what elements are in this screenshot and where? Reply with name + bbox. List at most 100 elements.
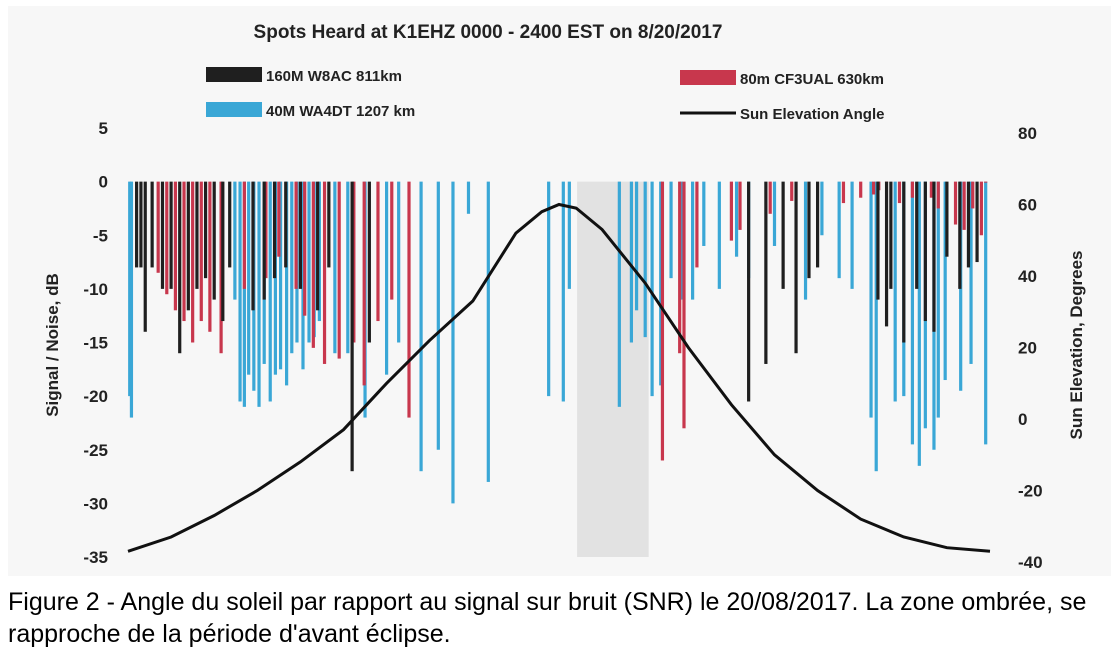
legend-label-80m: 80m CF3UAL 630km bbox=[740, 71, 884, 88]
bar-80m-9 bbox=[264, 181, 268, 279]
bar-80m-19 bbox=[390, 181, 394, 300]
bar-80m-0 bbox=[156, 181, 160, 273]
bar-80m-31 bbox=[872, 181, 876, 195]
bar-40m-9 bbox=[268, 181, 272, 402]
bar-160m-11 bbox=[221, 181, 225, 322]
bar-40m-31 bbox=[567, 181, 571, 289]
bar-40m-36 bbox=[650, 181, 654, 397]
bar-160m-4 bbox=[160, 181, 165, 289]
bar-40m-46 bbox=[803, 181, 808, 300]
bar-80m-35 bbox=[910, 181, 915, 198]
bar-80m-6 bbox=[208, 181, 212, 332]
bar-40m-48 bbox=[837, 181, 841, 279]
legend-swatch-80m bbox=[680, 70, 736, 85]
y-axis-right-label: Sun Elevation, Degrees bbox=[1067, 251, 1086, 440]
y-tick-right-2: 40 bbox=[1018, 267, 1037, 286]
legend-label-sun: Sun Elevation Angle bbox=[740, 106, 884, 123]
bar-160m-19 bbox=[327, 181, 331, 268]
y-tick-left-2: -5 bbox=[93, 226, 108, 245]
bar-40m-49 bbox=[850, 181, 854, 289]
bar-80m-24 bbox=[695, 181, 699, 268]
bar-80m-5 bbox=[199, 181, 203, 322]
bar-40m-19 bbox=[333, 181, 337, 354]
y-tick-right-4: 0 bbox=[1018, 410, 1027, 429]
bar-40m-50 bbox=[869, 181, 873, 418]
bar-40m-27 bbox=[466, 181, 471, 214]
bar-80m-13 bbox=[311, 181, 315, 348]
bar-40m-23 bbox=[397, 181, 401, 343]
bar-40m-42 bbox=[717, 181, 721, 289]
legend-swatch-40m bbox=[206, 102, 262, 117]
bar-160m-26 bbox=[807, 181, 811, 279]
bar-40m-29 bbox=[547, 181, 551, 397]
figure-caption: Figure 2 - Angle du soleil par rapport a… bbox=[8, 588, 1087, 648]
bar-40m-13 bbox=[290, 181, 294, 354]
bar-80m-4 bbox=[191, 181, 195, 343]
bar-80m-23 bbox=[678, 181, 682, 354]
bar-40m-51 bbox=[874, 181, 878, 472]
bar-80m-3 bbox=[182, 181, 186, 322]
bar-160m-3 bbox=[150, 181, 154, 268]
bar-80m-40 bbox=[971, 181, 975, 209]
bar-160m-32 bbox=[915, 181, 919, 289]
bar-160m-21 bbox=[367, 181, 371, 343]
y-tick-left-8: -35 bbox=[83, 548, 108, 567]
bar-40m-33 bbox=[629, 181, 634, 343]
y-tick-right-6: -40 bbox=[1018, 553, 1043, 572]
bar-160m-20 bbox=[350, 181, 354, 472]
bar-40m-20 bbox=[346, 181, 350, 354]
bar-160m-36 bbox=[958, 181, 962, 289]
bars-layer bbox=[128, 181, 988, 504]
bar-160m-0 bbox=[135, 181, 139, 268]
legend-label-40m: 40M WA4DT 1207 km bbox=[266, 103, 415, 120]
bar-40m-7 bbox=[257, 181, 261, 407]
y-axis-right-ticks: 80 60 40 20 0 -20 -40 bbox=[1018, 124, 1043, 572]
bar-80m-17 bbox=[362, 181, 366, 386]
bar-160m-10 bbox=[212, 181, 216, 300]
bar-80m-27 bbox=[768, 181, 772, 214]
bar-160m-13 bbox=[251, 181, 255, 311]
bar-160m-15 bbox=[272, 181, 277, 279]
bar-160m-31 bbox=[902, 181, 906, 343]
bar-40m-15 bbox=[301, 181, 305, 370]
bar-80m-29 bbox=[841, 181, 846, 204]
y-tick-left-5: -20 bbox=[83, 387, 108, 406]
bar-160m-1 bbox=[139, 181, 143, 268]
bar-160m-18 bbox=[316, 181, 320, 311]
legend: 160M W8AC 811km 80m CF3UAL 630km 40M WA4… bbox=[206, 67, 884, 123]
y-tick-left-6: -25 bbox=[83, 441, 108, 460]
bar-160m-38 bbox=[975, 181, 979, 263]
bar-80m-20 bbox=[407, 181, 411, 418]
y-tick-left-3: -10 bbox=[83, 280, 108, 299]
legend-swatch-160m bbox=[206, 67, 262, 82]
bar-160m-12 bbox=[228, 181, 232, 268]
bar-160m-30 bbox=[889, 181, 893, 289]
bar-80m-25 bbox=[729, 181, 733, 241]
bar-160m-25 bbox=[794, 181, 798, 354]
legend-label-160m: 160M W8AC 811km bbox=[266, 68, 402, 85]
bar-40m-40 bbox=[691, 181, 695, 300]
bar-160m-33 bbox=[923, 181, 927, 322]
bar-40m-35 bbox=[643, 181, 647, 338]
bar-80m-37 bbox=[936, 181, 940, 209]
bar-80m-28 bbox=[790, 181, 794, 201]
bar-40m-61 bbox=[969, 181, 973, 364]
bar-40m-37 bbox=[659, 181, 663, 386]
bar-160m-2 bbox=[143, 181, 147, 332]
bar-40m-5 bbox=[247, 181, 251, 375]
bar-80m-30 bbox=[859, 181, 863, 198]
chart-svg: Spots Heard at K1EHZ 0000 - 2400 EST on … bbox=[43, 22, 1086, 572]
bar-80m-22 bbox=[682, 181, 686, 429]
y-tick-left-0: 5 bbox=[99, 119, 108, 138]
bar-80m-14 bbox=[322, 181, 327, 364]
y-tick-left-4: -15 bbox=[83, 334, 108, 353]
bar-80m-38 bbox=[953, 181, 958, 225]
bar-80m-42 bbox=[984, 181, 988, 183]
bar-40m-54 bbox=[910, 181, 915, 445]
chart-title: Spots Heard at K1EHZ 0000 - 2400 EST on … bbox=[254, 22, 723, 43]
bar-80m-10 bbox=[277, 181, 281, 257]
bar-160m-5 bbox=[169, 181, 173, 289]
bar-40m-41 bbox=[702, 181, 706, 246]
bar-80m-1 bbox=[165, 181, 169, 295]
bar-160m-6 bbox=[178, 181, 182, 354]
